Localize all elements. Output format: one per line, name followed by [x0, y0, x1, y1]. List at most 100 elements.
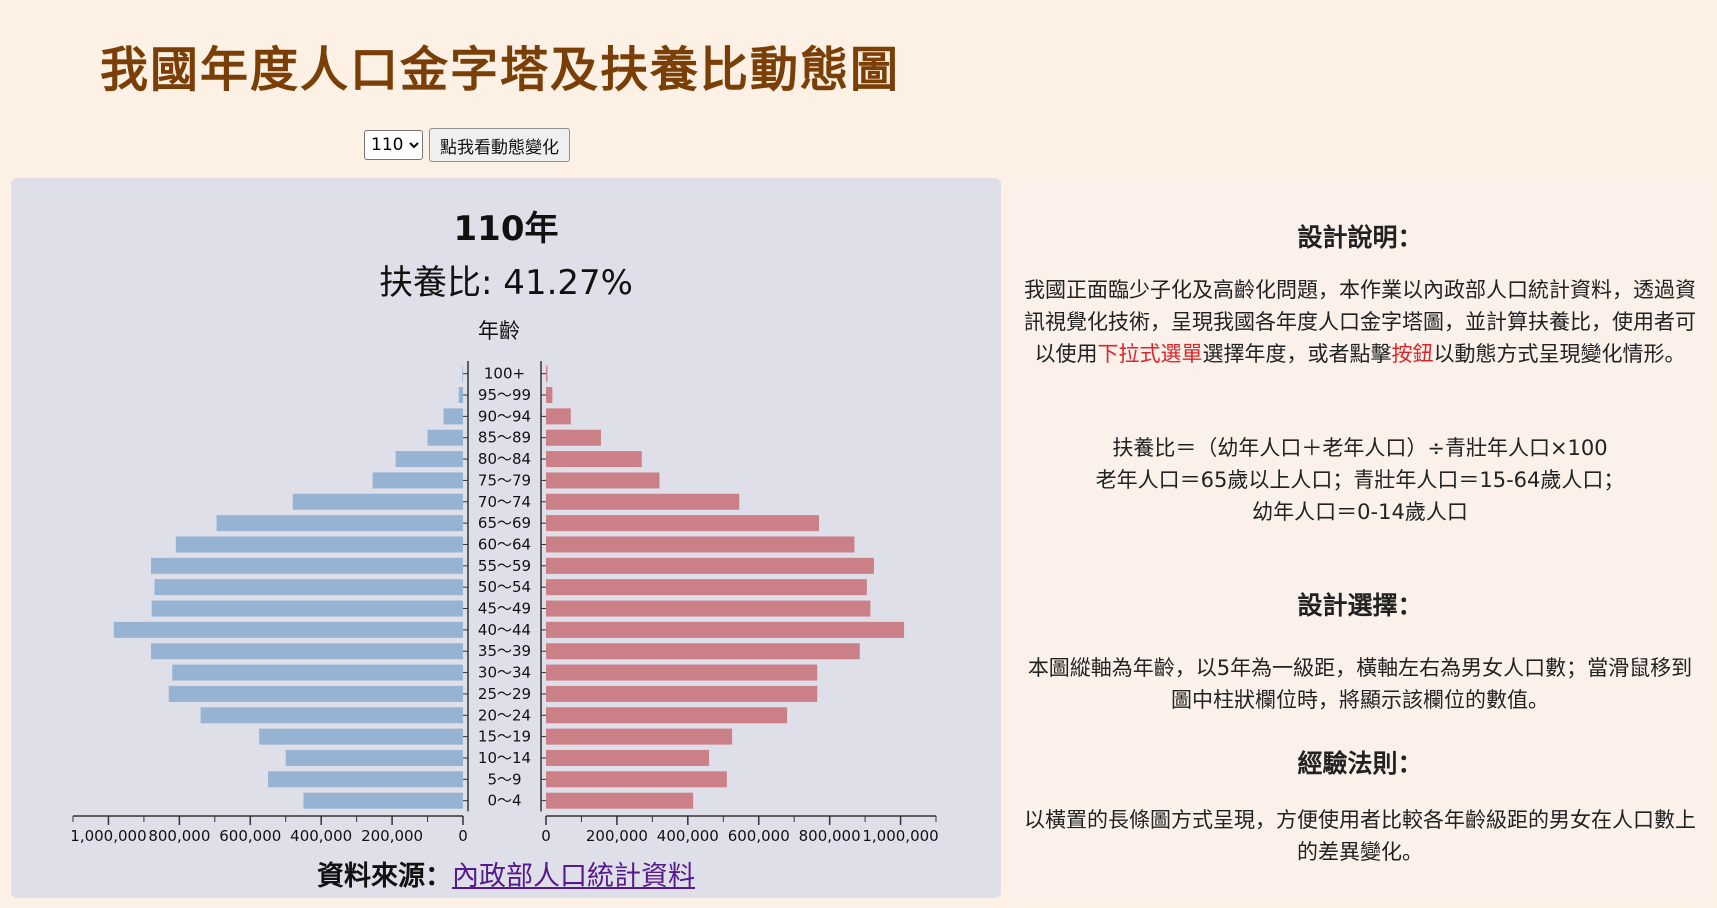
age-label: 35～39: [478, 642, 531, 660]
age-label: 15～19: [478, 728, 531, 746]
male-bar: [292, 493, 463, 510]
animate-button[interactable]: 點我看動態變化: [429, 128, 570, 162]
female-bar: [546, 771, 727, 788]
x-tick-label-right: 400,000: [657, 827, 719, 845]
age-label: 25～29: [478, 685, 531, 703]
age-label: 95～99: [478, 386, 531, 404]
female-bar: [546, 365, 548, 382]
x-tick-label-right: 600,000: [728, 827, 790, 845]
choice-heading: 設計選擇：: [1297, 591, 1423, 620]
age-label: 45～49: [478, 600, 531, 618]
age-label: 75～79: [478, 471, 531, 489]
male-bar: [395, 451, 463, 468]
male-bar: [268, 771, 463, 788]
male-bar: [168, 685, 463, 702]
choice-paragraph: 本圖縱軸為年齡，以5年為一級距，橫軸左右為男女人口數；當滑鼠移到圖中柱狀欄位時，…: [1027, 656, 1693, 712]
age-label: 10～14: [478, 749, 531, 767]
x-tick-label-left: 800,000: [148, 827, 210, 845]
age-label: 65～69: [478, 514, 531, 532]
female-bar: [546, 515, 819, 532]
chart-panel: 110年 扶養比: 41.27% 年齡 100+ 95～99 90～94 85～89 80～8…: [11, 178, 1001, 898]
design-text-3: 以動態方式呈現變化情形。: [1433, 342, 1686, 366]
female-bar: [546, 493, 740, 510]
formula-3: 幼年人口＝0-14歲人口: [1252, 500, 1468, 524]
age-label: 40～44: [478, 621, 531, 639]
formula-1: 扶養比＝（幼年人口＋老年人口）÷青壯年人口×100: [1112, 436, 1608, 460]
female-bar: [546, 685, 818, 702]
female-bar: [546, 408, 571, 425]
x-tick-label-left: 600,000: [219, 827, 281, 845]
female-bar: [546, 707, 788, 724]
source-link[interactable]: 內政部人口統計資料: [452, 861, 695, 892]
female-bar: [546, 429, 601, 446]
male-bar: [458, 387, 463, 404]
male-bar: [285, 749, 463, 766]
age-label: 70～74: [478, 493, 531, 511]
male-bar: [151, 600, 463, 617]
x-tick-label-left: 1,000,000: [70, 827, 146, 845]
rule-heading: 經驗法則：: [1297, 749, 1423, 778]
male-bar: [462, 365, 463, 382]
design-text-2: 選擇年度，或者點擊: [1202, 342, 1392, 366]
male-bar: [303, 792, 463, 809]
source-line: 資料來源：內政部人口統計資料: [11, 854, 1001, 893]
design-paragraph: 我國正面臨少子化及高齡化問題，本作業以內政部人口統計資料，透過資訊視覺化技術，呈…: [1024, 274, 1696, 370]
male-bar: [372, 472, 463, 489]
highlight-button: 按鈕: [1391, 342, 1434, 366]
male-bar: [113, 621, 463, 638]
x-tick-label-right: 800,000: [799, 827, 861, 845]
x-tick-label-right: 200,000: [586, 827, 648, 845]
age-label: 80～84: [478, 450, 531, 468]
female-bar: [546, 643, 860, 660]
male-bar: [200, 707, 464, 724]
age-label: 60～64: [478, 535, 531, 553]
age-label: 85～89: [478, 429, 531, 447]
age-label: 5～9: [487, 770, 521, 788]
year-select[interactable]: 110: [364, 130, 423, 160]
chart-title: 110年: [454, 209, 559, 249]
controls: 110 點我看動態變化: [364, 128, 570, 162]
male-bar: [216, 515, 463, 532]
age-label: 20～24: [478, 706, 531, 724]
y-axis-title: 年齡: [478, 319, 520, 343]
source-label: 資料來源：: [317, 861, 452, 892]
female-bar: [546, 579, 867, 596]
female-bar: [546, 749, 710, 766]
female-bar: [546, 472, 660, 489]
age-label: 100+: [484, 365, 525, 383]
x-tick-label-left: 0: [458, 827, 468, 845]
female-bar: [546, 451, 642, 468]
male-bar: [259, 728, 463, 745]
female-bar: [546, 792, 694, 809]
female-bar: [546, 557, 874, 574]
rule-paragraph: 以橫置的長條圖方式呈現，方便使用者比較各年齡級距的男女在人口數上的差異變化。: [1024, 808, 1696, 864]
highlight-dropdown: 下拉式選單: [1097, 342, 1203, 366]
male-bar: [443, 408, 463, 425]
design-heading: 設計說明：: [1297, 223, 1423, 252]
x-tick-label-right: 1,000,000: [862, 827, 938, 845]
x-tick-label-left: 400,000: [290, 827, 352, 845]
age-label: 50～54: [478, 578, 531, 596]
female-bar: [546, 621, 905, 638]
female-bar: [546, 536, 855, 553]
female-bar: [546, 728, 733, 745]
male-bar: [427, 429, 463, 446]
male-bar: [172, 664, 464, 681]
dependency-ratio: 扶養比: 41.27%: [379, 263, 633, 303]
male-bar: [175, 536, 463, 553]
male-bar: [154, 579, 463, 596]
male-bar: [151, 643, 463, 660]
info-panel: 設計說明： 我國正面臨少子化及高齡化問題，本作業以內政部人口統計資料，透過資訊視…: [1010, 178, 1710, 898]
female-bar: [546, 387, 553, 404]
x-tick-label-right: 0: [541, 827, 551, 845]
age-label: 30～34: [478, 664, 531, 682]
age-label: 0～4: [487, 792, 521, 810]
age-label: 55～59: [478, 557, 531, 575]
x-tick-label-left: 200,000: [361, 827, 423, 845]
female-bar: [546, 600, 871, 617]
page-title: 我國年度人口金字塔及扶養比動態圖: [100, 42, 901, 98]
design-text: 我國正面臨少子化及高齡化問題，本作業以內政部人口統計資料，透過資訊視覺化技術，呈…: [1024, 278, 1696, 366]
formula-2: 老年人口＝65歲以上人口；青壯年人口＝15-64歲人口；: [1095, 468, 1625, 492]
female-bar: [546, 664, 818, 681]
